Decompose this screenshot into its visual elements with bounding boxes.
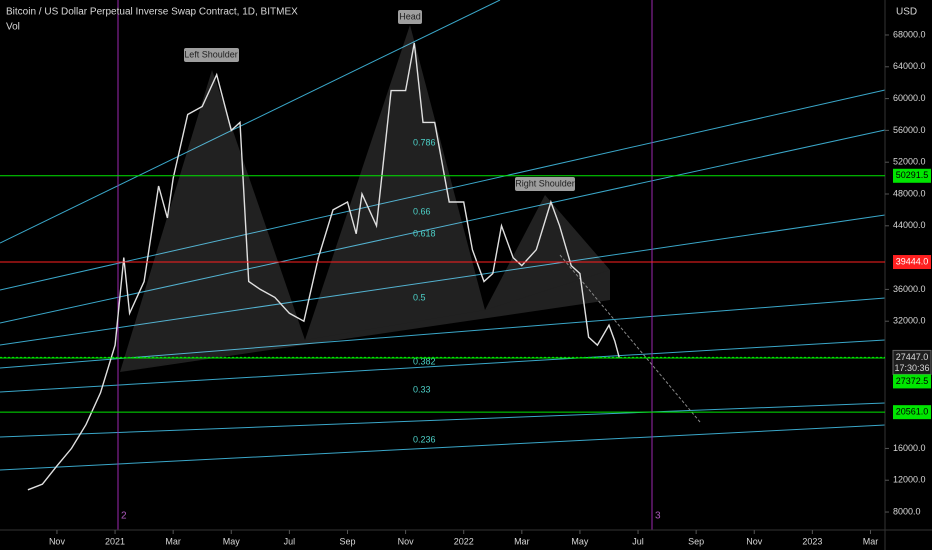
y-tick-label: 36000.0 [893,284,926,294]
x-tick-label: Sep [688,536,704,546]
fib-label: 0.618 [413,228,436,238]
x-tick-label: Mar [863,536,879,546]
price-label-box [893,405,931,420]
y-tick-label: 56000.0 [893,125,926,135]
x-tick-label: Jul [284,536,296,546]
y-tick-label: 16000.0 [893,443,926,453]
y-tick-label: 60000.0 [893,93,926,103]
x-tick-label: 2022 [454,536,474,546]
price-label-box [893,255,931,270]
price-label: 50291.5 [896,170,929,180]
annotation: Right Shoulder [515,178,575,188]
price-label: 20561.0 [896,407,929,417]
y-axis-label: USD [896,7,917,18]
annotation-box [184,48,239,62]
fib-label: 0.786 [413,137,436,147]
annotation-box [515,177,575,191]
price-label-box [893,374,931,389]
marker-label: 2 [121,511,127,522]
x-tick-label: Jul [632,536,644,546]
y-tick-label: 12000.0 [893,475,926,485]
fib-label: 0.236 [413,434,436,444]
price-line [27,42,620,491]
x-tick-label: 2021 [105,536,125,546]
x-tick-label: Nov [746,536,763,546]
fib-label: 0.382 [413,356,436,366]
fib-label: 0.5 [413,292,426,302]
y-tick-label: 32000.0 [893,316,926,326]
countdown: 17:30:36 [894,363,929,373]
x-tick-label: Nov [49,536,66,546]
y-tick-label: 68000.0 [893,29,926,39]
fib-label: 0.33 [413,384,431,394]
x-tick-label: Mar [165,536,181,546]
x-tick-label: May [223,536,241,546]
x-tick-label: 2023 [802,536,822,546]
projection-line [559,254,701,423]
price-label: 39444.0 [896,256,929,266]
price-label-box [892,349,932,375]
annotation-box [398,10,422,24]
marker-label: 3 [655,511,661,522]
x-tick-label: Nov [398,536,415,546]
chart-title: Bitcoin / US Dollar Perpetual Inverse Sw… [6,7,298,18]
fib-label: 0.66 [413,206,431,216]
y-tick-label: 64000.0 [893,61,926,71]
subtitle: Vol [6,22,20,33]
x-tick-label: Mar [514,536,530,546]
x-tick-label: May [571,536,589,546]
pattern-shapes [120,25,610,372]
price-label-box [893,168,931,183]
annotation: Head [399,11,421,21]
annotation: Left Shoulder [184,49,238,59]
price-label: 27447.0 [896,352,929,362]
x-tick-label: Sep [339,536,355,546]
y-tick-label: 44000.0 [893,220,926,230]
y-tick-label: 52000.0 [893,157,926,167]
price-label: 27372.5 [896,376,929,386]
y-tick-label: 48000.0 [893,188,926,198]
y-tick-label: 8000.0 [893,506,921,516]
